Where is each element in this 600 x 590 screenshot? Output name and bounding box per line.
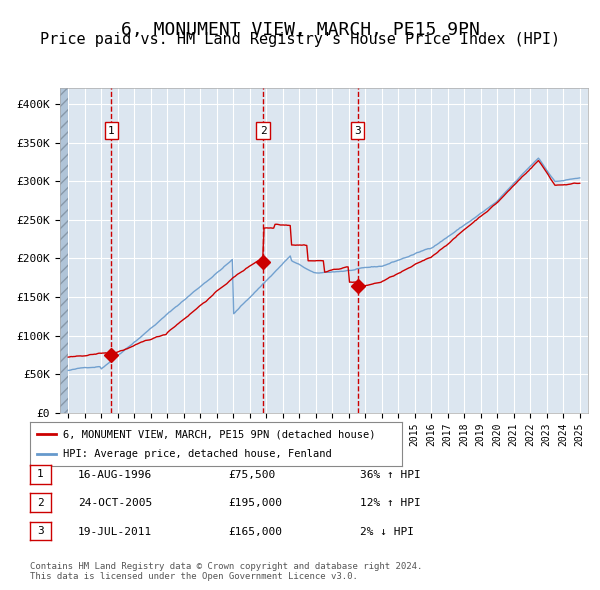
Text: 1: 1 (108, 126, 115, 136)
Text: 16-AUG-1996: 16-AUG-1996 (78, 470, 152, 480)
Text: 24-OCT-2005: 24-OCT-2005 (78, 499, 152, 508)
Text: Contains HM Land Registry data © Crown copyright and database right 2024.
This d: Contains HM Land Registry data © Crown c… (30, 562, 422, 581)
Text: 3: 3 (37, 526, 44, 536)
Text: 3: 3 (354, 126, 361, 136)
Text: £75,500: £75,500 (228, 470, 275, 480)
Text: 6, MONUMENT VIEW, MARCH, PE15 9PN (detached house): 6, MONUMENT VIEW, MARCH, PE15 9PN (detac… (64, 430, 376, 439)
Text: 2% ↓ HPI: 2% ↓ HPI (360, 527, 414, 536)
Text: HPI: Average price, detached house, Fenland: HPI: Average price, detached house, Fenl… (64, 449, 332, 458)
Text: 6, MONUMENT VIEW, MARCH, PE15 9PN: 6, MONUMENT VIEW, MARCH, PE15 9PN (121, 21, 479, 39)
Text: 19-JUL-2011: 19-JUL-2011 (78, 527, 152, 536)
Bar (60, 88, 68, 413)
Bar (60, 88, 68, 413)
Text: 1: 1 (37, 470, 44, 479)
Text: £165,000: £165,000 (228, 527, 282, 536)
Text: 12% ↑ HPI: 12% ↑ HPI (360, 499, 421, 508)
Text: Price paid vs. HM Land Registry's House Price Index (HPI): Price paid vs. HM Land Registry's House … (40, 32, 560, 47)
Text: 36% ↑ HPI: 36% ↑ HPI (360, 470, 421, 480)
Text: £195,000: £195,000 (228, 499, 282, 508)
Text: 2: 2 (37, 498, 44, 507)
Text: 2: 2 (260, 126, 266, 136)
